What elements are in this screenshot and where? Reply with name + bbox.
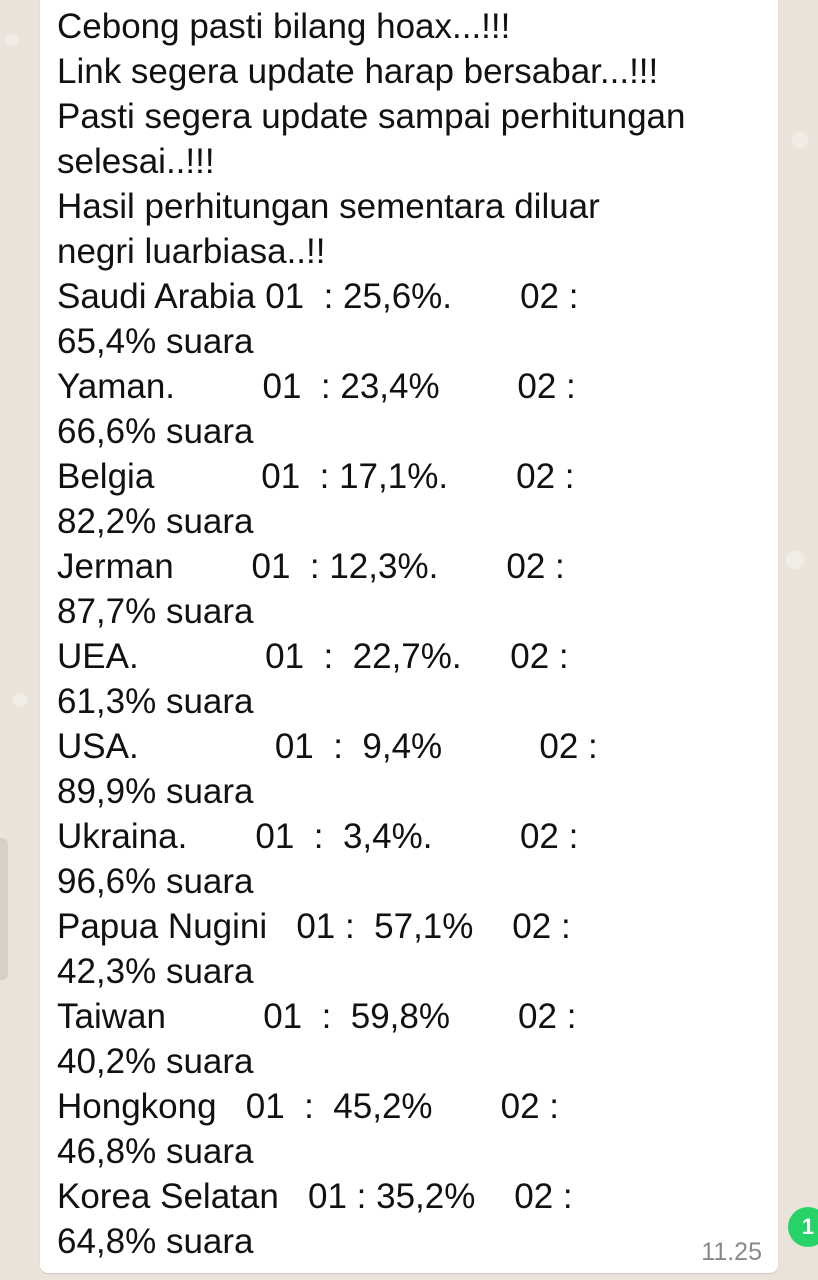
message-line: USA. 01 : 9,4% 02 : — [57, 727, 598, 766]
message-line: Pasti segera update sampai perhitungan — [57, 97, 686, 136]
message-line: Papua Nugini 01 : 57,1% 02 : — [57, 907, 571, 946]
message-line: 46,8% suara — [57, 1132, 254, 1171]
message-line: UEA. 01 : 22,7%. 02 : — [57, 637, 569, 676]
message-line: 66,6% suara — [57, 412, 254, 451]
message-line: 42,3% suara — [57, 952, 254, 991]
message-line: Belgia 01 : 17,1%. 02 : — [57, 457, 575, 496]
message-line: 96,6% suara — [57, 862, 254, 901]
unread-count-badge[interactable]: 1 — [788, 1207, 818, 1247]
message-line: Hongkong 01 : 45,2% 02 : — [57, 1087, 559, 1126]
message-line: 64,8% suara — [57, 1222, 254, 1261]
message-line: selesai..!!! — [57, 142, 215, 181]
message-line: Hasil perhitungan sementara diluar — [57, 187, 600, 226]
message-line: 87,7% suara — [57, 592, 254, 631]
message-line: Jerman 01 : 12,3%. 02 : — [57, 547, 565, 586]
message-line: Yaman. 01 : 23,4% 02 : — [57, 367, 576, 406]
message-line: Link segera update harap bersabar...!!! — [57, 52, 659, 91]
edge-scroll-handle[interactable] — [0, 838, 8, 980]
message-line: 65,4% suara — [57, 322, 254, 361]
message-line: Saudi Arabia 01 : 25,6%. 02 : — [57, 277, 579, 316]
message-line: Korea Selatan 01 : 35,2% 02 : — [57, 1177, 573, 1216]
message-line: Ukraina. 01 : 3,4%. 02 : — [57, 817, 579, 856]
message-bubble[interactable] — [40, 0, 778, 1273]
message-line: 61,3% suara — [57, 682, 254, 721]
message-line: Taiwan 01 : 59,8% 02 : — [57, 997, 577, 1036]
message-line: negri luarbiasa..!! — [57, 232, 326, 271]
message-line: Cebong pasti bilang hoax...!!! — [57, 7, 511, 46]
message-line: 82,2% suara — [57, 502, 254, 541]
message-line: 40,2% suara — [57, 1042, 254, 1081]
message-timestamp: 11.25 — [701, 1238, 762, 1266]
message-line: 89,9% suara — [57, 772, 254, 811]
